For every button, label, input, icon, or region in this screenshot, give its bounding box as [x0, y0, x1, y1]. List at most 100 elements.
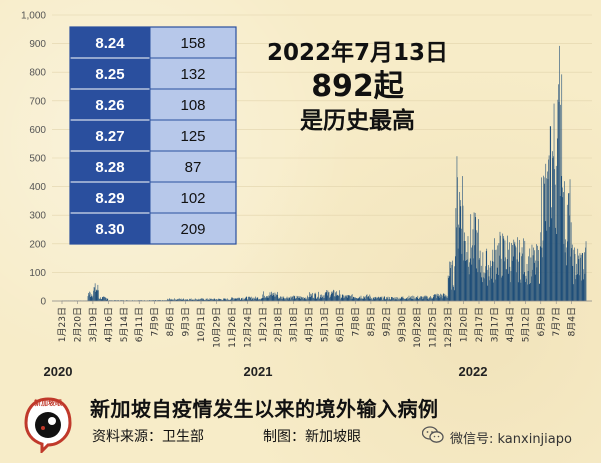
bar — [214, 299, 216, 301]
bar — [391, 297, 393, 301]
bar — [560, 176, 562, 301]
bar — [337, 294, 339, 301]
bar — [473, 212, 475, 301]
bar — [548, 159, 549, 301]
bar — [508, 273, 510, 301]
bar — [447, 275, 449, 301]
bar — [576, 274, 578, 301]
bar — [423, 298, 425, 301]
bar — [218, 298, 219, 301]
x-tick-label: 10月1日 — [196, 307, 207, 342]
table-value-cell — [149, 88, 237, 121]
bar — [204, 299, 206, 301]
bar — [532, 255, 534, 301]
xinjiapo-eye-logo: 新加坡眼 — [22, 395, 74, 455]
bar — [522, 274, 524, 301]
bar — [462, 176, 463, 301]
bar — [452, 260, 453, 301]
bar — [322, 296, 323, 301]
bar — [322, 295, 324, 301]
bar — [314, 293, 315, 301]
bar — [314, 292, 316, 301]
bar — [340, 299, 341, 301]
x-tick-label: 1月21日 — [258, 307, 269, 342]
bar — [208, 299, 210, 301]
bar — [178, 299, 180, 301]
bar — [407, 297, 408, 301]
bar — [203, 299, 205, 301]
bar — [282, 299, 283, 301]
bar — [191, 300, 192, 301]
bar — [503, 238, 505, 301]
x-tick-label: 4月15日 — [304, 307, 315, 342]
bar — [296, 298, 297, 301]
bar — [305, 297, 307, 301]
bar — [386, 297, 387, 301]
bar — [539, 283, 540, 301]
bar — [585, 247, 586, 301]
bar — [527, 284, 528, 301]
x-tick-label: 3月19日 — [88, 307, 99, 342]
bar — [537, 261, 539, 301]
bar — [172, 299, 174, 301]
bar — [342, 294, 344, 301]
bar — [266, 297, 268, 301]
bar — [548, 155, 550, 301]
bar — [382, 299, 384, 301]
bar — [301, 297, 302, 301]
bar — [529, 248, 531, 301]
bar — [140, 300, 142, 301]
bar — [252, 298, 253, 301]
bar — [368, 298, 370, 301]
bar — [470, 214, 472, 301]
x-tick-label: 5月13日 — [320, 307, 331, 342]
bar — [88, 292, 89, 301]
bar — [294, 295, 296, 301]
bar — [181, 299, 183, 301]
bar — [361, 298, 363, 301]
bar — [311, 294, 312, 301]
bar — [452, 285, 454, 301]
x-tick-label: 8月5日 — [366, 307, 377, 336]
bar — [550, 126, 552, 301]
bar — [319, 297, 321, 301]
bar — [106, 299, 108, 301]
bar — [517, 237, 518, 301]
bar — [494, 238, 495, 301]
bar — [409, 297, 411, 301]
bar — [504, 261, 505, 301]
bar — [585, 241, 587, 301]
bar — [397, 297, 398, 301]
bar — [364, 296, 366, 301]
bar — [565, 247, 567, 301]
y-tick-label: 1,000 — [21, 11, 46, 22]
bar — [211, 298, 212, 301]
bar — [259, 298, 261, 301]
bar — [293, 296, 295, 301]
bar — [288, 297, 290, 301]
bar — [510, 270, 512, 301]
bar — [381, 296, 383, 301]
bar — [465, 260, 467, 301]
bar — [292, 296, 293, 301]
bar — [501, 275, 503, 301]
table-date: 8.24 — [95, 35, 125, 52]
bar — [226, 300, 228, 301]
bar — [475, 217, 477, 301]
bar — [528, 256, 529, 301]
bar — [98, 290, 99, 301]
bar — [210, 299, 211, 301]
bar — [345, 295, 347, 301]
bar — [571, 248, 572, 301]
bar — [177, 298, 178, 301]
bar — [241, 298, 243, 301]
bar — [190, 298, 192, 301]
bar — [100, 299, 102, 301]
bar — [558, 84, 559, 302]
bar — [527, 270, 529, 301]
bar — [368, 296, 370, 301]
bar — [518, 261, 520, 301]
bar — [365, 298, 366, 301]
bar — [327, 290, 329, 301]
bar — [402, 296, 404, 301]
